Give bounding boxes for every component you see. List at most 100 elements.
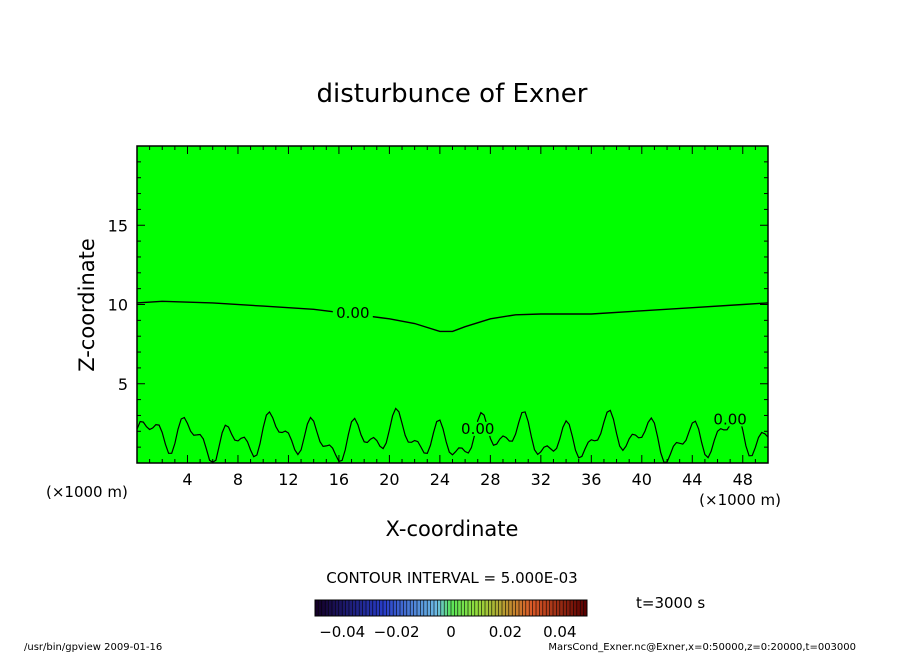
- contour-interval-text: CONTOUR INTERVAL = 5.000E-03: [326, 569, 577, 587]
- colorbar-cell: [318, 600, 322, 616]
- colorbar-cell: [549, 600, 553, 616]
- colorbar-tick-label: −0.04: [319, 623, 365, 641]
- colorbar-cell: [583, 600, 587, 616]
- colorbar-cell: [355, 600, 360, 616]
- colorbar-cell: [410, 600, 414, 616]
- colorbar-cell: [366, 600, 370, 616]
- y-axis-title: Z-coordinate: [75, 238, 99, 372]
- colorbar-cell: [570, 600, 574, 616]
- contour-line: [136, 300, 769, 333]
- colorbar-cell: [362, 600, 366, 616]
- colorbar-cell: [471, 600, 475, 616]
- footer-right: MarsCond_Exner.nc@Exner,x=0:50000,z=0:20…: [548, 642, 856, 653]
- colorbar-cell: [519, 600, 523, 616]
- colorbar-cell: [417, 600, 421, 616]
- colorbar-cell: [556, 600, 560, 616]
- colorbar-cell: [430, 600, 434, 616]
- colorbar-cell: [383, 600, 387, 616]
- colorbar-cell: [454, 600, 458, 616]
- contour-label: 0.00: [461, 420, 494, 438]
- colorbar-cell: [573, 600, 577, 616]
- colorbar-cell: [440, 600, 445, 616]
- colorbar-tick-label: 0: [446, 623, 456, 641]
- x-tick-label: 24: [430, 470, 450, 489]
- colorbar-cell: [325, 600, 329, 616]
- colorbar-cell: [478, 600, 482, 616]
- colorbar-cell: [332, 600, 336, 616]
- footer-left: /usr/bin/gpview 2009-01-16: [24, 642, 162, 653]
- colorbar-cell: [359, 600, 363, 616]
- x-tick-labels: 4 8 12 16 20 24 28 32 36 40 44 48: [182, 470, 753, 489]
- colorbar-cell: [468, 600, 472, 616]
- colorbar-cell: [559, 600, 564, 616]
- colorbar-cell: [532, 600, 536, 616]
- colorbar-cell: [451, 600, 455, 616]
- x-tick-label: 44: [682, 470, 702, 489]
- colorbar-cell: [576, 600, 581, 616]
- colorbar-cell: [420, 600, 424, 616]
- colorbar-frame: [314, 599, 588, 617]
- colorbar-cell: [315, 600, 319, 616]
- colorbar-cell: [335, 600, 339, 616]
- x-tick-label: 36: [581, 470, 601, 489]
- colorbar-cell: [522, 600, 526, 616]
- contour-label: 0.00: [336, 304, 369, 322]
- colorbar-cell: [406, 600, 411, 616]
- colorbar-cell: [474, 600, 479, 616]
- colorbar-cell: [342, 600, 346, 616]
- colorbar-cell: [508, 600, 513, 616]
- colorbar-cell: [515, 600, 519, 616]
- colorbar-cell: [349, 600, 353, 616]
- colorbar-cell: [369, 600, 373, 616]
- colorbar-cell: [491, 600, 496, 616]
- colorbar-cell: [546, 600, 550, 616]
- y-tick-label: 5: [118, 375, 128, 394]
- colorbar: [314, 600, 587, 616]
- y-tick-label: 15: [108, 216, 128, 235]
- colorbar-cell: [536, 600, 540, 616]
- colorbar-tick-label: −0.02: [374, 623, 420, 641]
- colorbar-cell: [389, 600, 394, 616]
- x-tick-label: 20: [379, 470, 399, 489]
- colorbar-cell: [437, 600, 441, 616]
- colorbar-cell: [321, 600, 326, 616]
- x-tick-label: 28: [480, 470, 500, 489]
- colorbar-cell: [529, 600, 533, 616]
- colorbar-cell: [481, 600, 485, 616]
- x-tick-label: 32: [531, 470, 551, 489]
- colorbar-cell: [379, 600, 383, 616]
- colorbar-cell: [447, 600, 451, 616]
- colorbar-cell: [396, 600, 400, 616]
- colorbar-cell: [427, 600, 431, 616]
- x-tick-label: 16: [329, 470, 349, 489]
- colorbar-cell: [512, 600, 516, 616]
- colorbar-cell: [502, 600, 506, 616]
- contour-label-bg: [457, 421, 498, 436]
- colorbar-cell: [553, 600, 557, 616]
- colorbar-cell: [498, 600, 502, 616]
- x-axis-title: X-coordinate: [386, 517, 519, 541]
- y-tick-labels: 5 10 15: [108, 216, 128, 394]
- colorbar-cell: [372, 600, 377, 616]
- chart-title: disturbunce of Exner: [317, 79, 588, 109]
- colorbar-cell: [457, 600, 462, 616]
- x-tick-label: 8: [233, 470, 243, 489]
- surface-contour: [136, 407, 769, 463]
- colorbar-cell: [505, 600, 509, 616]
- contour-label: 0.00: [713, 410, 746, 428]
- colorbar-cell: [345, 600, 349, 616]
- plot-area: 0.00 0.00 0.00: [136, 145, 769, 464]
- contour-label-bg: [332, 306, 373, 321]
- x-tick-label: 48: [733, 470, 753, 489]
- colorbar-cell: [488, 600, 492, 616]
- x-tick-label: 4: [182, 470, 192, 489]
- colorbar-cell: [393, 600, 397, 616]
- colorbar-cell: [328, 600, 332, 616]
- colorbar-tick-label: 0.02: [489, 623, 522, 641]
- colorbar-cell: [376, 600, 380, 616]
- x-unit-right: (×1000 m): [699, 491, 781, 509]
- contour-label-bg: [710, 412, 751, 427]
- contour-label-layer: 0.00 0.00 0.00: [332, 304, 751, 438]
- tick-marks: [136, 145, 769, 464]
- x-tick-label: 40: [632, 470, 652, 489]
